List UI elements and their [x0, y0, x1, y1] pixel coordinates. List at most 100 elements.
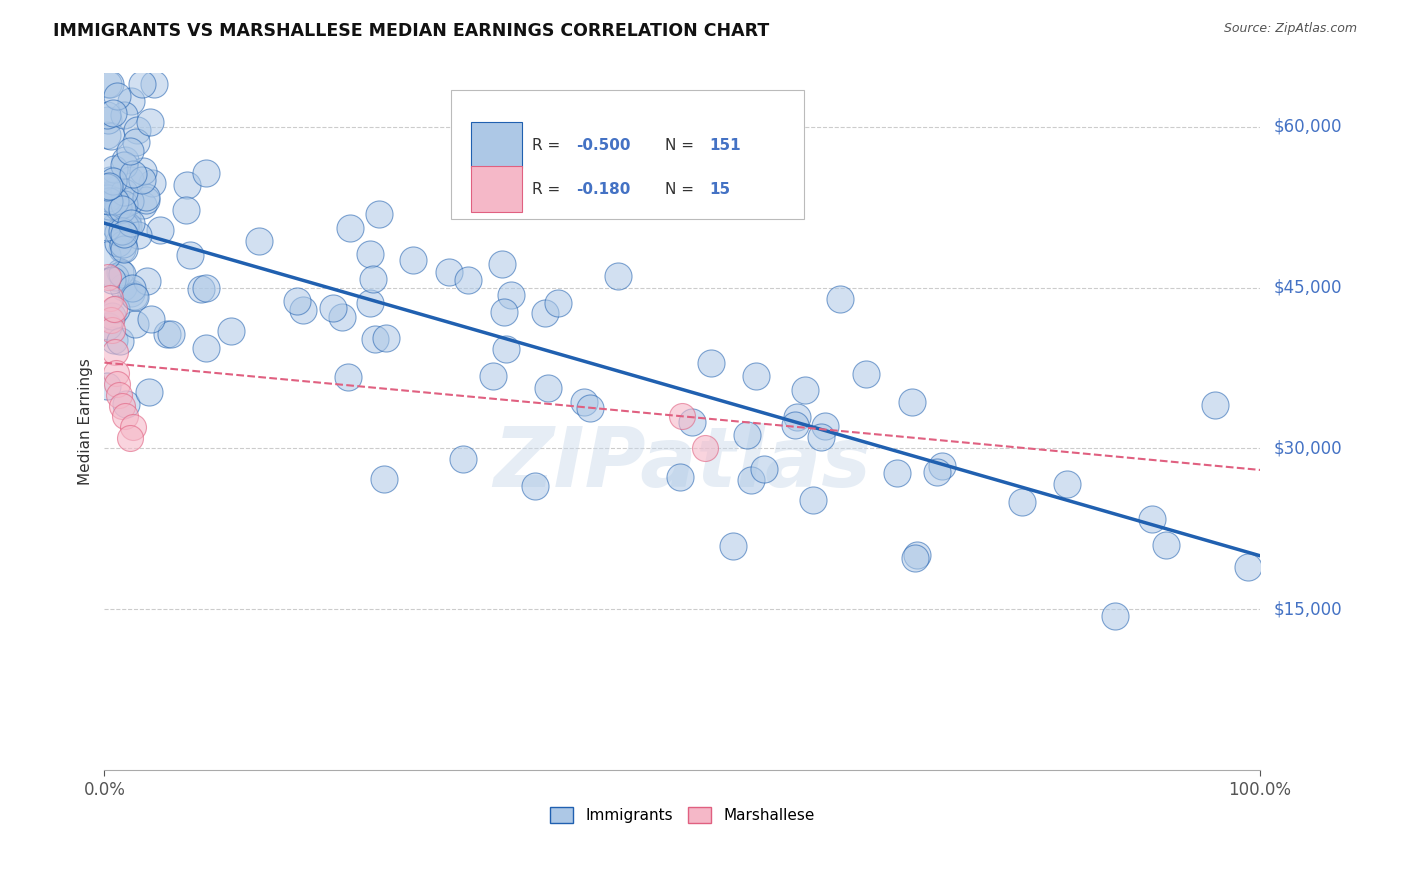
Point — [699, 356, 721, 370]
Point — [103, 301, 125, 316]
Point — [98, 199, 121, 213]
Legend: Immigrants, Marshallese: Immigrants, Marshallese — [544, 801, 821, 829]
Point — [783, 417, 806, 432]
Point — [135, 190, 157, 204]
Point — [124, 317, 146, 331]
Point — [221, 324, 243, 338]
Point — [112, 185, 135, 199]
Point — [491, 257, 513, 271]
Point — [179, 248, 201, 262]
Point — [97, 194, 120, 208]
Point — [108, 265, 131, 279]
Point — [810, 430, 832, 444]
Point — [105, 182, 128, 196]
Point — [1011, 495, 1033, 509]
FancyBboxPatch shape — [471, 166, 522, 212]
Point — [100, 129, 122, 144]
Point — [114, 219, 136, 233]
Text: R =: R = — [531, 182, 565, 196]
Point — [160, 326, 183, 341]
Point — [114, 153, 136, 167]
Point — [103, 205, 125, 219]
Point — [112, 196, 135, 211]
Point — [98, 291, 121, 305]
Point — [190, 281, 212, 295]
Point — [695, 442, 717, 456]
Point — [359, 247, 381, 261]
Point — [368, 207, 391, 221]
Point — [457, 273, 479, 287]
Point — [103, 161, 125, 176]
Point — [111, 267, 134, 281]
Point — [482, 369, 505, 384]
Point — [139, 312, 162, 326]
Point — [671, 409, 693, 424]
Point — [120, 94, 142, 108]
Point — [104, 270, 127, 285]
Point — [363, 272, 385, 286]
Point — [339, 221, 361, 235]
Point — [97, 178, 120, 193]
Point — [107, 200, 129, 214]
Point — [494, 305, 516, 319]
Point — [786, 410, 808, 425]
Point — [402, 252, 425, 267]
Point — [176, 178, 198, 192]
Point — [1154, 538, 1177, 552]
Point — [142, 77, 165, 91]
Point — [97, 77, 120, 91]
Point — [100, 188, 122, 202]
Point — [524, 479, 547, 493]
Point — [112, 242, 135, 256]
Point — [131, 77, 153, 91]
Point — [136, 274, 159, 288]
Point — [374, 331, 396, 345]
Point — [132, 198, 155, 212]
Point — [855, 368, 877, 382]
Point — [723, 539, 745, 553]
Point — [359, 295, 381, 310]
Point — [681, 416, 703, 430]
Point — [1237, 559, 1260, 574]
Point — [122, 420, 145, 434]
Point — [112, 236, 135, 251]
Point — [745, 369, 768, 384]
Point — [931, 459, 953, 474]
Point — [111, 224, 134, 238]
Point — [103, 106, 125, 120]
Point — [101, 309, 124, 323]
Point — [139, 115, 162, 129]
Point — [330, 310, 353, 324]
Point — [112, 227, 135, 241]
Point — [373, 472, 395, 486]
Point — [96, 128, 118, 143]
Text: 151: 151 — [709, 137, 741, 153]
Point — [100, 273, 122, 287]
Point — [669, 470, 692, 484]
Point — [925, 465, 948, 479]
Point — [96, 379, 118, 393]
Point — [97, 269, 120, 284]
Point — [793, 383, 815, 397]
Point — [1204, 398, 1226, 412]
FancyBboxPatch shape — [451, 90, 804, 219]
Point — [96, 188, 118, 202]
Point — [118, 145, 141, 159]
Point — [104, 345, 127, 359]
Point — [114, 219, 136, 233]
Point — [104, 367, 127, 381]
Point — [105, 377, 128, 392]
Text: -0.180: -0.180 — [576, 182, 630, 196]
Point — [131, 173, 153, 187]
Point — [112, 227, 135, 242]
Point — [149, 223, 172, 237]
Point — [174, 203, 197, 218]
Text: N =: N = — [665, 182, 699, 196]
Point — [98, 173, 121, 187]
Point — [96, 180, 118, 194]
Point — [533, 305, 555, 319]
Point — [740, 473, 762, 487]
Point — [125, 123, 148, 137]
Point — [495, 342, 517, 356]
Point — [886, 467, 908, 481]
